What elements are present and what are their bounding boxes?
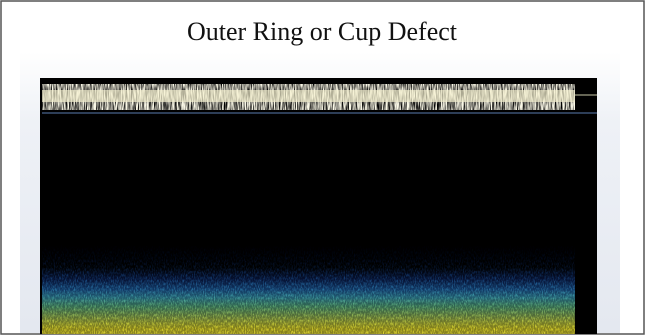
slide: Outer Ring or Cup Defect (0, 0, 645, 335)
waveform-core (42, 90, 575, 102)
slide-title: Outer Ring or Cup Defect (187, 17, 458, 46)
side-strip (575, 114, 597, 334)
spectrogram-band (42, 235, 575, 334)
page: {"title": "Outer Ring or Cup Defect"} (0, 0, 645, 335)
